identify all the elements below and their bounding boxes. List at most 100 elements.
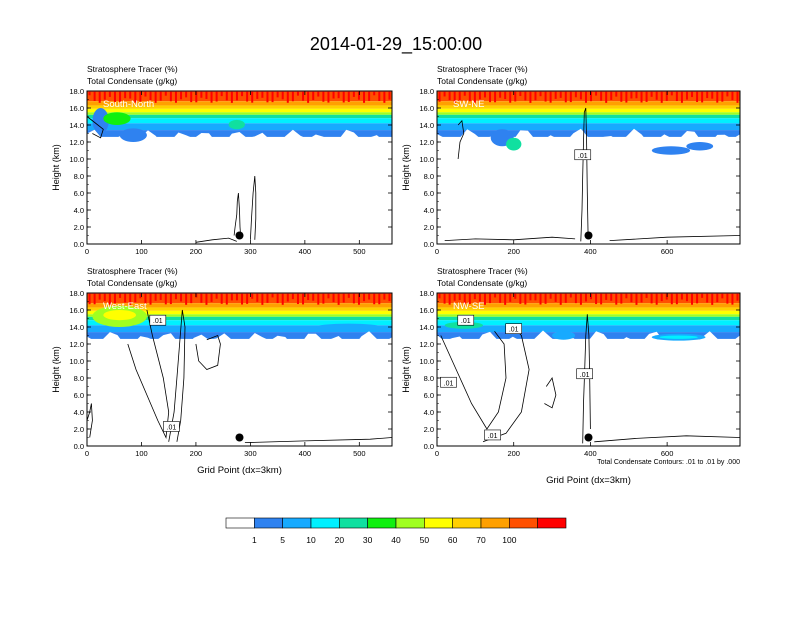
shaded-spike <box>378 91 381 101</box>
shaded-spike <box>524 91 527 101</box>
contour-line <box>457 119 465 160</box>
x-tick-label: 500 <box>353 247 366 256</box>
y-tick-label: 16.0 <box>69 104 84 113</box>
x-tick-label: 200 <box>507 247 520 256</box>
shaded-spike <box>276 91 279 98</box>
shaded-spike <box>539 91 542 97</box>
colorbar-swatch <box>225 517 255 529</box>
shaded-spike <box>564 91 567 103</box>
shaded-spike <box>225 293 228 305</box>
y-tick-label: 4.0 <box>424 408 434 417</box>
colorbar-swatch <box>310 517 340 529</box>
shaded-spike <box>665 91 668 101</box>
shaded-spike <box>205 293 208 305</box>
shaded-spike <box>489 91 492 103</box>
shaded-spike <box>463 91 466 96</box>
shaded-spike <box>559 293 562 305</box>
shaded-spike <box>494 91 497 103</box>
location-marker <box>235 231 244 240</box>
shaded-spike <box>159 91 162 101</box>
shaded-band <box>87 91 392 102</box>
contour-line <box>580 107 589 242</box>
y-tick-label: 2.0 <box>74 223 84 232</box>
shaded-spike <box>251 293 254 299</box>
shaded-spike <box>108 293 111 305</box>
y-tick-label: 10.0 <box>419 357 434 366</box>
contour-label-box <box>505 323 523 335</box>
shaded-spike <box>164 293 167 305</box>
shaded-spike <box>660 293 663 302</box>
shaded-spike <box>579 91 582 100</box>
shaded-band <box>437 105 740 109</box>
shaded-spike <box>230 293 233 301</box>
shaded-spike <box>88 293 91 305</box>
colorbar-swatch <box>509 517 538 529</box>
shaded-band <box>87 112 392 115</box>
contour-footnote: Total Condensate Contours: .01 to .01 by… <box>597 459 740 466</box>
shaded-spike <box>225 91 228 101</box>
shaded-spike <box>337 293 340 305</box>
shaded-band <box>87 320 392 326</box>
contour-line <box>233 192 241 236</box>
shaded-spike <box>509 293 512 302</box>
shaded-spike <box>478 91 481 100</box>
colorbar: 1 5 10 20 30 40 50 60 70 100 <box>225 517 567 545</box>
lower-edge-mask <box>87 331 392 348</box>
location-marker <box>584 231 593 240</box>
contour-label-box <box>440 376 457 388</box>
shaded-spike <box>630 293 633 303</box>
shaded-spike <box>590 91 593 102</box>
y-tick-label: 0.0 <box>74 442 84 451</box>
shaded-spike <box>691 293 694 305</box>
shaded-spike <box>174 293 177 300</box>
shaded-spike <box>499 293 502 303</box>
shaded-spike <box>286 293 289 302</box>
panel-direction-label: NW-SE <box>453 301 485 312</box>
shaded-spike <box>93 91 96 101</box>
shaded-spike <box>251 91 254 103</box>
shaded-spike <box>726 293 729 304</box>
shaded-spike <box>645 91 648 102</box>
y-tick-label: 0.0 <box>424 240 434 249</box>
shaded-band <box>437 320 740 326</box>
shaded-spike <box>363 293 366 302</box>
shaded-spike <box>670 91 673 96</box>
shaded-spike <box>266 91 269 103</box>
shaded-spike <box>210 293 213 302</box>
y-tick-label: 6.0 <box>74 189 84 198</box>
colorbar-label: 40 <box>391 535 401 545</box>
colorbar-label: 10 <box>306 535 316 545</box>
shaded-spike <box>489 293 492 304</box>
shaded-spike <box>701 293 704 298</box>
shaded-spike <box>215 293 218 299</box>
colorbar-swatch <box>480 517 510 529</box>
contour-line <box>127 309 170 439</box>
shaded-spike <box>322 91 325 102</box>
shaded-spike <box>529 91 532 103</box>
shaded-band <box>87 114 392 119</box>
shaded-band <box>87 314 392 317</box>
shaded-spike <box>610 91 613 100</box>
shaded-spike <box>635 91 638 99</box>
x-tick-label: 300 <box>244 449 257 458</box>
shaded-spike <box>119 293 122 298</box>
shaded-spike <box>124 91 127 99</box>
y-tick-label: 8.0 <box>424 172 434 181</box>
shaded-band <box>87 310 392 315</box>
lower-edge-mask <box>437 128 740 145</box>
y-tick-label: 2.0 <box>424 223 434 232</box>
shaded-spike <box>205 91 208 99</box>
y-tick-label: 8.0 <box>74 374 84 383</box>
shaded-band <box>437 118 740 124</box>
shaded-spike <box>605 293 608 300</box>
shaded-spike <box>509 91 512 103</box>
shaded-spike <box>438 91 441 102</box>
colorbar-swatch <box>452 517 482 529</box>
shaded-spike <box>438 293 441 299</box>
shaded-spike <box>494 293 497 298</box>
shaded-spike <box>448 91 451 101</box>
x-tick-label: 100 <box>135 449 148 458</box>
shaded-spike <box>256 293 259 302</box>
shaded-spike <box>235 91 238 101</box>
shaded-spike <box>98 91 101 103</box>
